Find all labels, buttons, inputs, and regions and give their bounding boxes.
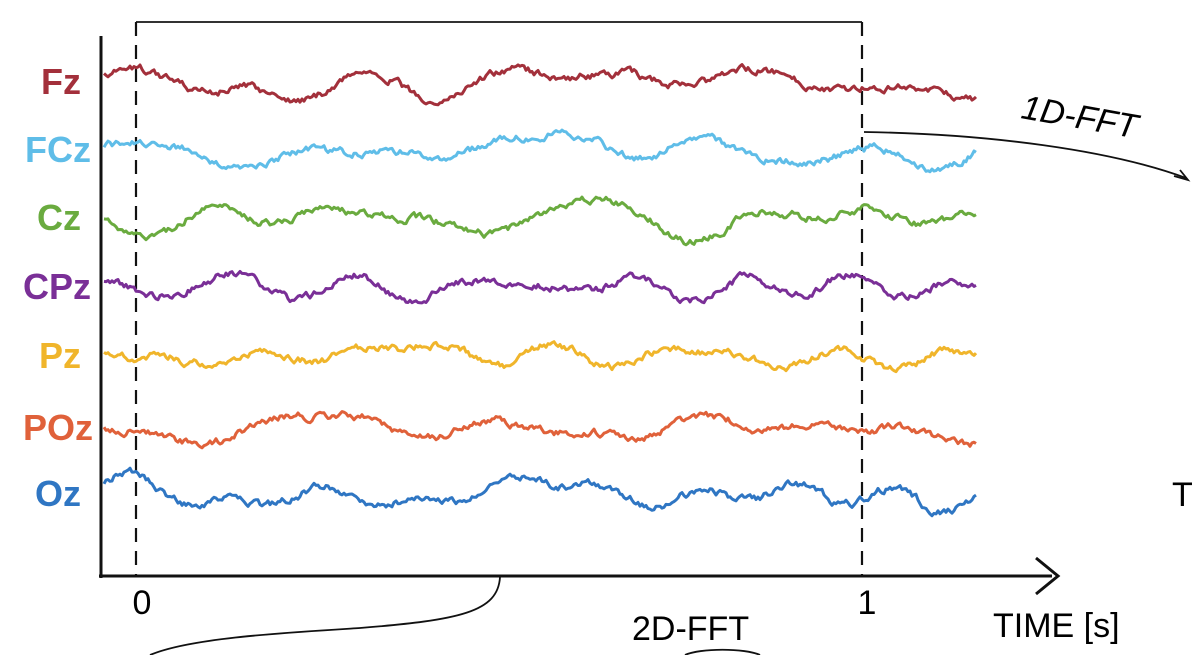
- eeg-traces: [102, 63, 978, 518]
- fft-2d-arc: [684, 648, 761, 656]
- fft-1d-arrowhead: [1173, 169, 1191, 182]
- x-tick-0: 0: [133, 584, 152, 622]
- trace-cpz: [103, 270, 977, 305]
- channel-label-cz: Cz: [37, 197, 81, 238]
- fft-1d-label: 1D-FFT: [1019, 88, 1143, 146]
- fft-2d-label: 2D-FFT: [632, 610, 749, 648]
- fft-1d-arrow: [863, 131, 1187, 179]
- channel-label-poz: POz: [23, 407, 93, 448]
- channel-label-pz: Pz: [39, 335, 81, 376]
- fft-2d-curve: [149, 576, 501, 656]
- x-axis-arrowhead: [1035, 556, 1061, 596]
- x-tick-1: 1: [858, 584, 877, 622]
- channel-label-fcz: FCz: [25, 129, 91, 170]
- channel-label-oz: Oz: [35, 473, 81, 514]
- channel-labels: Fz FCz Cz CPz Pz POz Oz: [23, 61, 93, 514]
- x-axis-label: TIME [s]: [993, 607, 1120, 645]
- trace-fz: [102, 63, 978, 107]
- trace-cz: [103, 195, 977, 247]
- trace-fcz: [102, 128, 977, 174]
- trace-oz: [102, 466, 977, 518]
- trace-poz: [102, 410, 977, 450]
- channel-label-cpz: CPz: [23, 266, 91, 307]
- channel-label-fz: Fz: [41, 61, 81, 102]
- trace-pz: [103, 340, 978, 374]
- cropped-text-fragment: T: [1172, 476, 1193, 514]
